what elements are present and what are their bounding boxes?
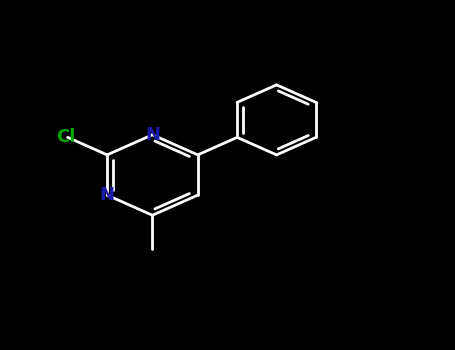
Text: Cl: Cl — [56, 128, 75, 146]
Text: N: N — [145, 126, 160, 144]
Text: N: N — [100, 186, 115, 204]
